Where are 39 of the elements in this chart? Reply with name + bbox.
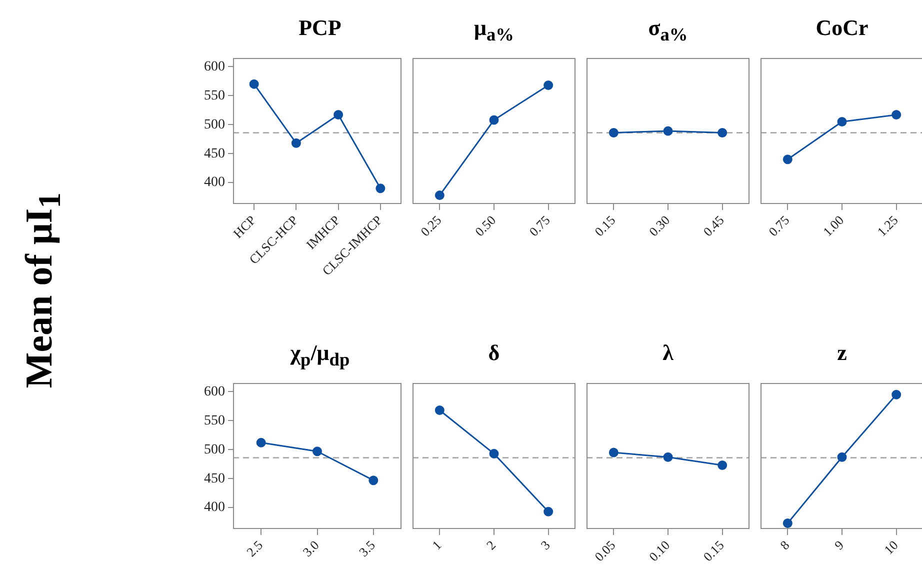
x-tick-label: 1.25: [874, 212, 901, 240]
x-tick-label: 0.05: [592, 537, 618, 564]
x-tick-label: 0.25: [418, 212, 444, 240]
chart-title: χ$_{p}$/μ$_{dp}$: [289, 339, 351, 371]
y-tick-label: 450: [204, 471, 225, 486]
x-tick-label: 0.15: [592, 212, 618, 240]
x-tick-label: 2: [483, 537, 499, 553]
x-tick-label: 0.30: [646, 212, 673, 240]
chart-title: z: [836, 339, 848, 367]
x-tick-label: 3.0: [300, 537, 322, 560]
y-tick-label: 400: [204, 500, 225, 516]
y-tick-label: 550: [204, 88, 225, 104]
x-tick-label: 3.5: [356, 537, 378, 560]
chart-title: δ: [487, 339, 501, 367]
x-tick-label: 0.75: [766, 212, 792, 240]
x-tick-label: 1: [429, 537, 444, 553]
chart-title: CoCr: [814, 14, 870, 42]
x-tick-label: 0.10: [646, 537, 673, 564]
x-tick-label: 0.75: [526, 212, 553, 240]
y-tick-label: 600: [204, 384, 225, 400]
y-tick-label: 550: [204, 413, 225, 428]
y-tick-label: 600: [204, 59, 225, 74]
x-tick-label: 8: [777, 537, 792, 553]
x-tick-label: 0.15: [700, 537, 727, 564]
chart-title: λ: [662, 339, 674, 367]
x-tick-label: 10: [881, 537, 901, 558]
chart-title: μ$_{a%}$: [473, 14, 515, 46]
chart-title: σ$_{a%}$: [647, 14, 689, 46]
x-tick-label: 2.5: [244, 537, 266, 560]
x-tick-label: 1.00: [820, 212, 847, 240]
x-tick-label: 3: [538, 537, 553, 553]
y-tick-label: 400: [204, 175, 225, 190]
y-tick-label: 500: [204, 442, 225, 458]
y-tick-label: 450: [204, 146, 225, 162]
x-tick-label: 0.50: [472, 212, 499, 240]
x-tick-label: 0.45: [700, 212, 727, 240]
chart-title: PCP: [298, 14, 342, 42]
y-tick-label: 500: [204, 117, 225, 132]
x-tick-label: 9: [831, 537, 847, 553]
